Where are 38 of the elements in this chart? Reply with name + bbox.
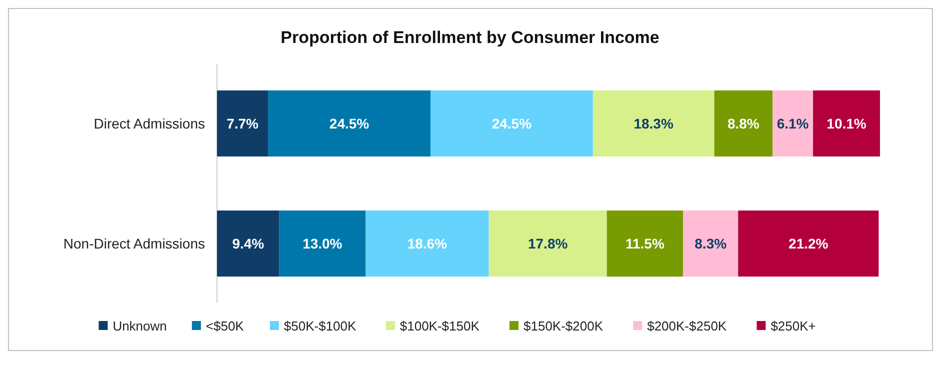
data-label: 24.5% [492,115,532,132]
bar [738,210,879,277]
bar [813,90,880,156]
data-label: 18.6% [407,235,448,252]
bar [366,210,489,277]
bar [217,90,268,156]
data-label: 9.4% [232,235,265,252]
legend-label: <$50K [206,318,244,334]
data-label: 13.0% [302,235,343,252]
y-tick-label: Direct Admissions [94,115,205,132]
chart-title: Proportion of Enrollment by Consumer Income [280,28,660,47]
legend-label: $150K-$200K [524,318,604,334]
data-label: 8.3% [694,235,728,252]
data-label: 11.5% [626,235,665,252]
bar [430,90,593,156]
data-label: 8.8% [727,115,760,132]
bar [772,90,814,156]
data-label: 6.1% [776,115,810,132]
bar [268,90,430,156]
bar [714,90,773,156]
data-label: 21.2% [788,235,829,252]
bar [279,210,366,277]
bar [592,90,714,156]
legend-label: $200K-$250K [647,318,727,334]
bar [683,210,738,277]
data-label: 7.7% [226,115,260,132]
bar [606,210,684,277]
legend-label: $50K-$100K [284,318,357,334]
bar [488,210,607,277]
data-label: 10.1% [826,115,867,132]
data-label: 18.3% [634,115,674,132]
y-tick-label: Non-Direct Admissions [63,235,205,252]
data-label: 24.5% [329,115,370,132]
legend-label: Unknown [112,318,167,334]
bar [217,210,280,277]
legend-label: $250K+ [770,318,816,334]
data-label: 17.8% [528,235,568,252]
legend-label: $100K-$150K [400,318,480,334]
